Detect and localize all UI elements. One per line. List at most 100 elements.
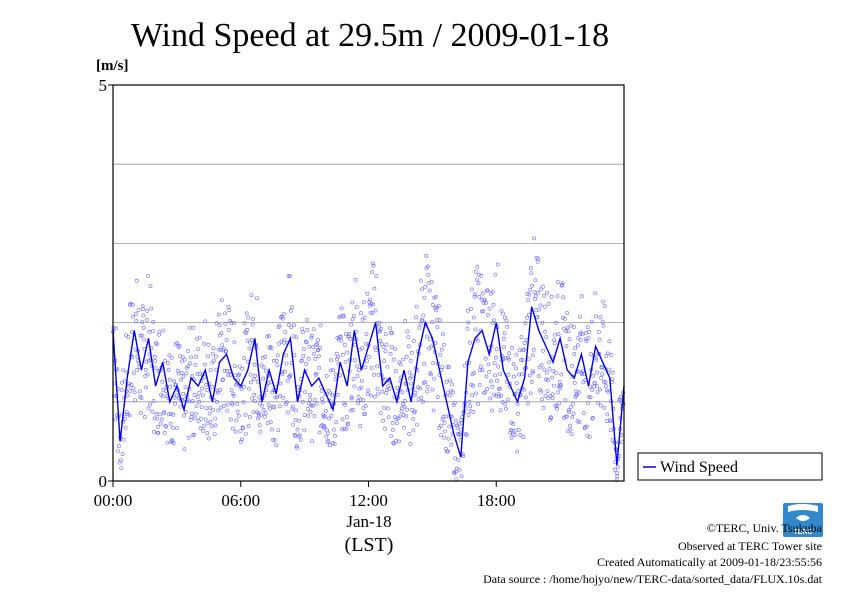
scatter-point xyxy=(478,368,483,373)
scatter-point xyxy=(119,466,124,471)
x-axis-ticks: 00:00 06:00 12:00 18:00 xyxy=(94,481,516,510)
scatter-point xyxy=(424,334,429,339)
scatter-point xyxy=(193,363,198,367)
scatter-point xyxy=(411,428,416,433)
scatter-point xyxy=(502,315,507,320)
scatter-point xyxy=(133,398,138,403)
scatter-point xyxy=(471,383,475,388)
series-lines xyxy=(112,306,625,466)
scatter-point xyxy=(113,326,118,331)
scatter-point xyxy=(360,346,365,351)
scatter-point xyxy=(585,424,589,429)
scatter-point xyxy=(133,311,138,316)
scatter-point xyxy=(255,410,260,415)
scatter-point xyxy=(367,299,372,304)
scatter-point xyxy=(144,359,149,364)
scatter-point xyxy=(492,392,497,397)
scatter-point xyxy=(281,312,286,317)
scatter-point xyxy=(411,339,416,343)
legend-label-wind-speed: Wind Speed xyxy=(660,459,738,476)
scatter-point xyxy=(317,365,322,370)
scatter-point xyxy=(403,318,408,323)
scatter-point xyxy=(238,429,243,433)
scatter-point xyxy=(290,305,294,310)
scatter-point xyxy=(155,424,160,429)
scatter-point xyxy=(402,404,407,409)
scatter-point xyxy=(228,417,233,422)
scatter-point xyxy=(534,308,539,313)
scatter-point xyxy=(341,314,346,319)
scatter-point xyxy=(308,403,313,408)
scatter-point xyxy=(232,364,237,369)
scatter-point xyxy=(254,296,259,301)
scatter-point xyxy=(314,371,319,376)
scatter-point xyxy=(296,434,301,439)
scatter-point xyxy=(213,416,218,421)
scatter-point xyxy=(458,431,462,436)
scatter-point xyxy=(194,354,199,359)
scatter-point xyxy=(131,314,136,319)
scatter-point xyxy=(484,301,488,305)
scatter-point xyxy=(529,266,533,271)
scatter-point xyxy=(509,435,514,440)
scatter-point xyxy=(219,298,224,303)
scatter-point xyxy=(286,410,291,415)
scatter-point xyxy=(167,412,171,417)
scatter-point xyxy=(617,397,622,402)
scatter-point xyxy=(509,420,514,425)
scatter-point xyxy=(387,386,392,391)
scatter-point xyxy=(543,393,548,398)
scatter-point xyxy=(535,315,540,320)
scatter-point xyxy=(252,392,257,397)
scatter-point xyxy=(603,380,608,385)
scatter-point xyxy=(474,277,479,282)
scatter-point xyxy=(198,416,203,421)
scatter-point xyxy=(126,334,131,339)
scatter-point xyxy=(468,404,473,409)
scatter-point xyxy=(608,419,613,424)
scatter-point xyxy=(388,351,393,356)
scatter-point xyxy=(477,383,482,387)
scatter-point xyxy=(450,390,455,395)
scatter-point xyxy=(523,395,528,400)
scatter-point xyxy=(454,477,459,482)
scatter-point xyxy=(393,347,398,352)
scatter-point xyxy=(308,409,313,414)
scatter-point xyxy=(127,381,132,386)
scatter-point xyxy=(288,373,293,378)
scatter-point xyxy=(229,388,234,393)
scatter-point xyxy=(267,334,272,338)
scatter-point xyxy=(332,441,337,446)
scatter-point xyxy=(531,347,536,352)
scatter-point xyxy=(518,433,523,437)
scatter-point xyxy=(405,329,410,334)
scatter-point xyxy=(533,297,537,302)
scatter-point xyxy=(233,373,238,378)
scatter-point xyxy=(585,325,590,330)
scatter-point xyxy=(220,378,225,383)
scatter-point xyxy=(128,301,133,306)
scatter-point xyxy=(376,391,380,396)
scatter-point xyxy=(156,431,161,435)
scatter-point xyxy=(601,299,606,304)
scatter-point xyxy=(236,413,241,418)
scatter-point xyxy=(307,397,312,402)
scatter-point xyxy=(160,379,165,384)
scatter-point xyxy=(364,332,369,337)
scatter-point xyxy=(309,335,314,340)
series-line-wind-speed xyxy=(112,306,625,466)
scatter-point xyxy=(260,355,265,360)
scatter-point xyxy=(569,432,574,437)
scatter-point xyxy=(514,366,518,371)
scatter-point xyxy=(406,335,411,340)
scatter-point xyxy=(318,345,322,350)
scatter-point xyxy=(224,368,229,373)
scatter-point xyxy=(402,398,407,403)
scatter-point xyxy=(351,314,356,319)
scatter-point xyxy=(379,326,384,331)
scatter-point xyxy=(263,411,268,416)
scatter-point xyxy=(249,337,254,342)
scatter-point xyxy=(134,319,139,323)
scatter-point xyxy=(338,334,343,339)
scatter-point xyxy=(611,370,615,375)
